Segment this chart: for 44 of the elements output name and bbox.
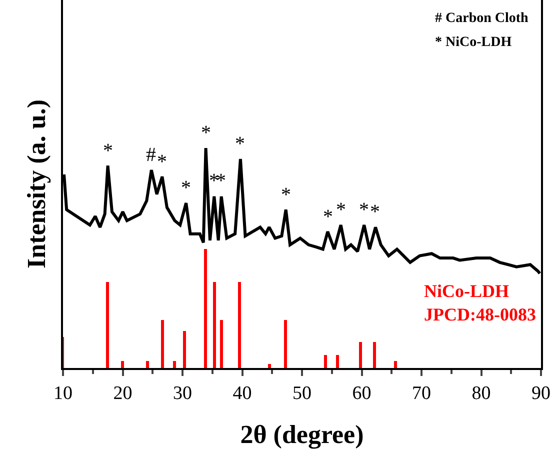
bar <box>173 361 176 368</box>
x-tick-label: 40 <box>232 382 252 404</box>
annotation: * <box>281 184 291 206</box>
x-tick-label: 80 <box>472 382 491 404</box>
bar <box>204 249 207 368</box>
bar <box>161 320 164 368</box>
annotation: * <box>181 177 191 199</box>
bar <box>324 355 327 368</box>
annotation: * <box>235 133 245 155</box>
annotation: # <box>146 144 156 166</box>
bar <box>238 282 241 368</box>
y-axis-title: Intensity (a. u.) <box>22 99 51 269</box>
annotation: NiCo-LDH JPCD:48-0083 <box>424 281 536 324</box>
bar <box>213 282 216 368</box>
x-axis-title: 2θ (degree) <box>240 420 364 449</box>
annotation: * <box>359 199 369 221</box>
bar <box>373 342 376 368</box>
bar <box>220 320 223 368</box>
x-tick-label: 10 <box>54 382 72 404</box>
annotation: * <box>201 122 211 144</box>
x-tick-label: 20 <box>113 382 132 404</box>
x-tick-label: 90 <box>532 382 550 404</box>
annotation: * <box>209 170 219 192</box>
x-tick-label: 60 <box>352 382 372 404</box>
x-tick-label: 30 <box>173 382 192 404</box>
bar <box>146 361 149 368</box>
bar <box>268 364 271 368</box>
bar <box>336 355 339 368</box>
bar <box>183 331 186 368</box>
bar <box>121 361 124 368</box>
annotation: * <box>157 151 167 173</box>
bar <box>394 361 397 368</box>
text: * NiCo-LDH <box>435 35 512 50</box>
annotation: * <box>370 201 380 223</box>
annotation: * <box>103 140 113 162</box>
bar <box>284 320 287 368</box>
bar <box>359 342 362 368</box>
annotation: * <box>323 206 333 228</box>
text: # Carbon Cloth <box>435 11 529 26</box>
annotation: * <box>216 170 226 192</box>
annotation: * <box>336 199 346 221</box>
bar <box>106 282 109 368</box>
x-tick-label: 50 <box>292 382 312 404</box>
x-tick-label: 70 <box>412 382 431 404</box>
